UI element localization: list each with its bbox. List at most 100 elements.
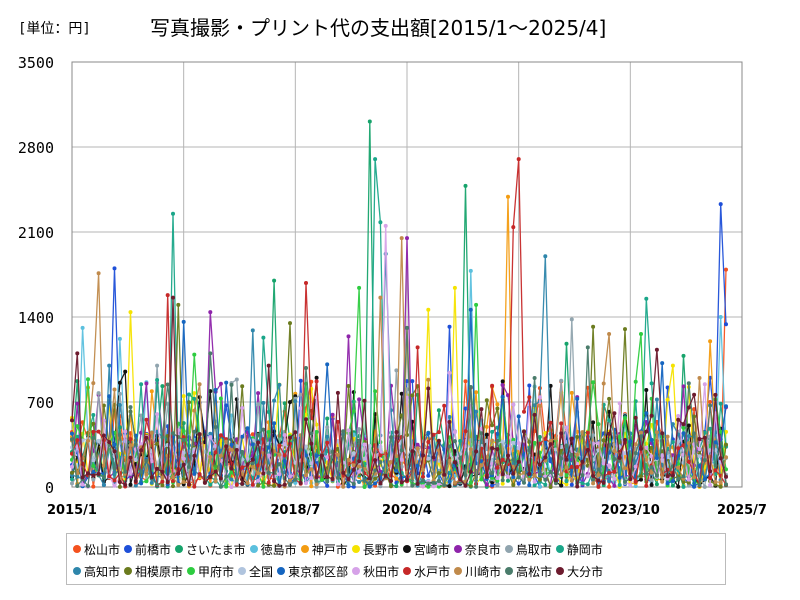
data-point bbox=[293, 477, 298, 482]
data-point bbox=[250, 464, 255, 469]
data-point bbox=[447, 484, 452, 489]
data-point bbox=[309, 441, 314, 446]
data-point bbox=[250, 328, 255, 333]
data-point bbox=[500, 383, 505, 388]
data-point bbox=[580, 481, 585, 486]
data-point bbox=[702, 435, 707, 440]
data-point bbox=[548, 438, 553, 443]
data-point bbox=[325, 455, 330, 460]
data-point bbox=[80, 475, 85, 480]
data-point bbox=[654, 430, 659, 435]
data-point bbox=[527, 477, 532, 482]
data-point bbox=[288, 482, 292, 487]
data-point bbox=[298, 480, 303, 485]
data-point bbox=[266, 480, 271, 485]
data-point bbox=[314, 375, 319, 380]
data-point bbox=[335, 475, 340, 480]
data-point bbox=[426, 386, 431, 391]
data-point bbox=[633, 479, 638, 484]
data-point bbox=[325, 479, 330, 484]
data-point bbox=[617, 475, 622, 480]
data-point bbox=[128, 443, 133, 448]
data-point bbox=[314, 422, 319, 427]
data-point bbox=[405, 395, 409, 400]
data-point bbox=[623, 451, 627, 456]
data-point bbox=[612, 449, 617, 453]
data-point bbox=[362, 398, 367, 403]
data-point bbox=[585, 447, 590, 452]
data-point bbox=[612, 476, 617, 481]
data-point bbox=[362, 478, 367, 483]
data-point bbox=[697, 454, 702, 459]
data-point bbox=[670, 363, 675, 368]
data-point bbox=[91, 477, 96, 482]
legend-row: 高知市 相模原市 甲府市 全国 東京都区部 秋田市 水戸市 川崎市 高松市 大分市 bbox=[73, 561, 607, 581]
data-point bbox=[702, 484, 707, 489]
data-point bbox=[458, 477, 463, 482]
data-point bbox=[426, 431, 431, 436]
data-point bbox=[192, 429, 197, 434]
data-point bbox=[240, 406, 245, 410]
data-point bbox=[91, 421, 96, 426]
data-point bbox=[702, 382, 707, 387]
data-point bbox=[192, 391, 197, 396]
data-point bbox=[176, 471, 181, 476]
data-point bbox=[543, 254, 548, 259]
data-point bbox=[346, 457, 351, 462]
data-point bbox=[436, 471, 441, 476]
data-point bbox=[378, 469, 383, 474]
data-point bbox=[442, 483, 447, 488]
data-point bbox=[96, 471, 101, 476]
data-point bbox=[112, 387, 117, 392]
data-point bbox=[724, 482, 728, 487]
data-point bbox=[537, 484, 542, 489]
data-point bbox=[490, 438, 495, 443]
data-point bbox=[144, 472, 149, 477]
data-point bbox=[596, 478, 601, 483]
data-point bbox=[559, 456, 564, 461]
data-point bbox=[708, 339, 713, 344]
data-point bbox=[245, 426, 250, 431]
data-point bbox=[511, 457, 516, 462]
data-point bbox=[596, 473, 601, 477]
data-point bbox=[304, 453, 308, 458]
data-point bbox=[378, 295, 383, 300]
data-point bbox=[644, 296, 649, 301]
data-point bbox=[155, 378, 160, 382]
data-point bbox=[330, 412, 335, 417]
data-point bbox=[639, 446, 643, 451]
data-point bbox=[309, 484, 314, 489]
legend-item: 相模原市 bbox=[124, 563, 183, 580]
data-point bbox=[697, 463, 702, 468]
data-point bbox=[362, 442, 367, 447]
data-point bbox=[112, 466, 117, 471]
data-point bbox=[553, 478, 558, 483]
data-point bbox=[139, 413, 144, 418]
data-point bbox=[670, 473, 675, 478]
data-point bbox=[649, 437, 654, 442]
data-point bbox=[649, 465, 654, 470]
data-point bbox=[596, 484, 601, 489]
data-point bbox=[426, 440, 431, 444]
data-point bbox=[500, 457, 505, 462]
data-point bbox=[373, 476, 378, 481]
legend-label: 高知市 bbox=[84, 564, 121, 579]
data-point bbox=[208, 431, 213, 436]
data-point bbox=[543, 477, 548, 482]
legend-item: 川崎市 bbox=[454, 563, 501, 580]
data-point bbox=[468, 268, 473, 273]
data-point bbox=[654, 482, 659, 487]
data-point bbox=[288, 400, 292, 405]
data-point bbox=[697, 483, 702, 488]
legend-item: 徳島市 bbox=[249, 541, 297, 558]
data-point bbox=[506, 474, 510, 479]
data-point bbox=[240, 449, 245, 454]
data-point bbox=[718, 456, 723, 461]
data-point bbox=[426, 473, 431, 478]
data-point bbox=[431, 484, 436, 489]
data-point bbox=[591, 477, 596, 482]
data-point bbox=[495, 459, 500, 464]
data-point bbox=[261, 400, 266, 405]
data-point bbox=[484, 438, 489, 443]
data-point bbox=[192, 396, 197, 401]
